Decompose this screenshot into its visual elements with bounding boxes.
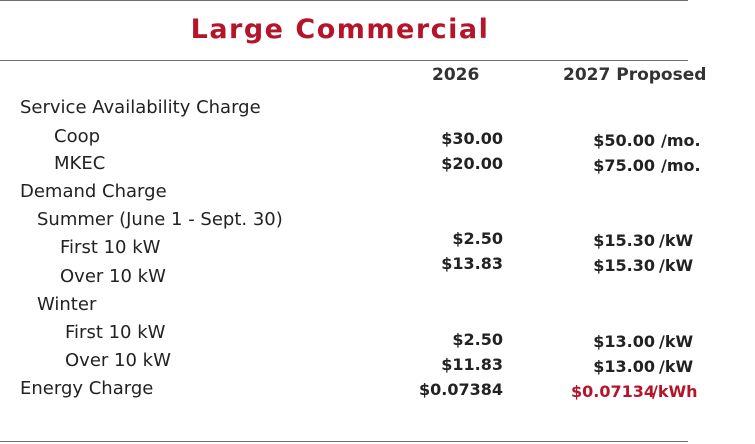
value-2027-summer-over: $15.30: [593, 256, 655, 275]
label-demand-charge: Demand Charge: [20, 181, 167, 202]
unit-winter-over: /kW: [659, 357, 694, 376]
unit-coop: /mo.: [661, 131, 701, 150]
value-2027-summer-first: $15.30: [593, 231, 655, 250]
value-2026-mkec: $20.00: [441, 154, 503, 173]
bottom-divider: [0, 441, 688, 442]
value-2027-winter-over: $13.00: [593, 357, 655, 376]
unit-summer-first: /kW: [659, 231, 694, 250]
value-2026-winter-first: $2.50: [452, 330, 503, 349]
header-divider: [0, 60, 688, 61]
value-2026-winter-over: $11.83: [441, 355, 503, 374]
label-winter: Winter: [37, 294, 97, 315]
label-summer: Summer (June 1 - Sept. 30): [37, 209, 283, 230]
label-winter-over-10kw: Over 10 kW: [65, 350, 171, 371]
value-2026-summer-over: $13.83: [441, 254, 503, 273]
value-2027-coop: $50.00: [593, 131, 655, 150]
value-2027-energy: $0.07134: [570, 382, 655, 401]
label-summer-first-10kw: First 10 kW: [60, 237, 161, 258]
page-title: Large Commercial: [190, 14, 490, 45]
unit-mkec: /mo.: [661, 156, 701, 175]
value-2027-mkec: $75.00: [593, 156, 655, 175]
column-header-2027-proposed: 2027 Proposed: [563, 65, 707, 85]
unit-winter-first: /kW: [659, 332, 694, 351]
label-service-availability-charge: Service Availability Charge: [20, 97, 261, 118]
top-divider: [0, 0, 688, 1]
unit-summer-over: /kW: [659, 256, 694, 275]
column-header-2026: 2026: [432, 65, 480, 85]
label-mkec: MKEC: [54, 153, 106, 174]
unit-energy: /kWh: [652, 382, 698, 401]
value-2026-coop: $30.00: [441, 129, 503, 148]
value-2026-summer-first: $2.50: [452, 229, 503, 248]
label-energy-charge: Energy Charge: [20, 378, 154, 399]
label-winter-first-10kw: First 10 kW: [65, 322, 166, 343]
label-coop: Coop: [54, 126, 101, 147]
label-summer-over-10kw: Over 10 kW: [60, 266, 166, 287]
value-2027-winter-first: $13.00: [593, 332, 655, 351]
value-2026-energy: $0.07384: [418, 380, 503, 399]
